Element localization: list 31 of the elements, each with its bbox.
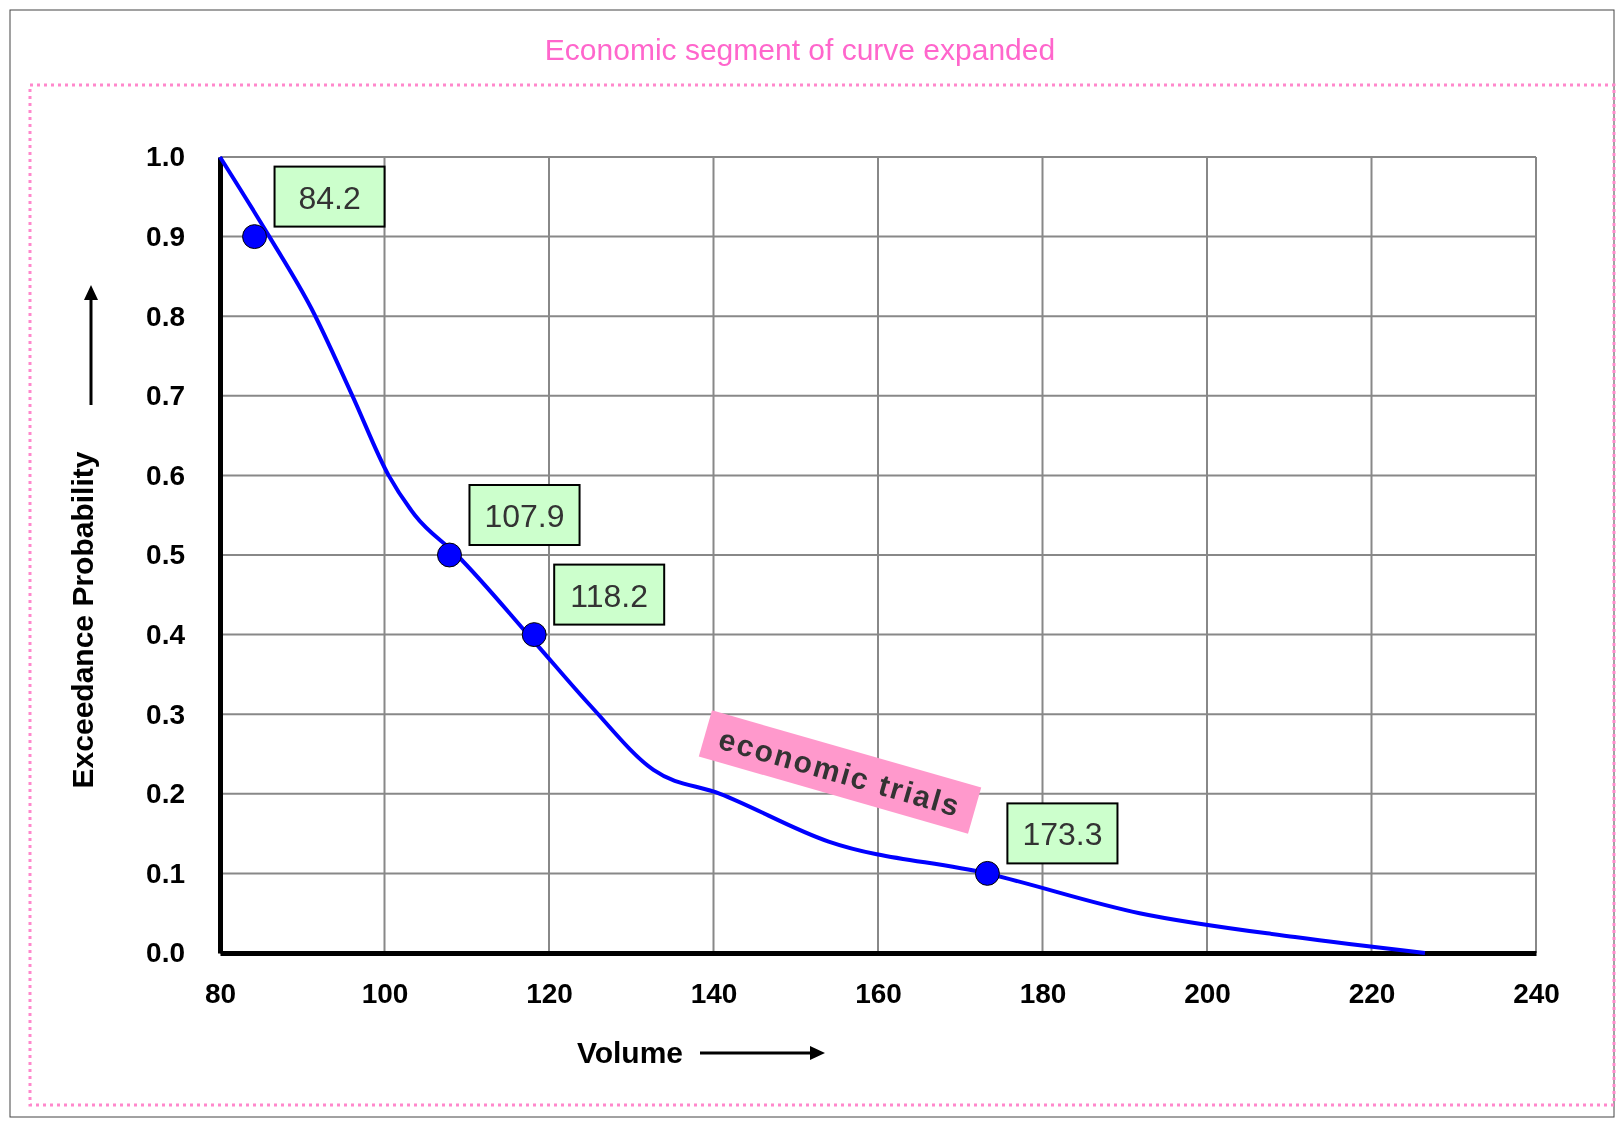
x-tick-label: 100 <box>361 977 409 1009</box>
x-tick-label: 240 <box>1513 977 1560 1009</box>
x-tick-label: 120 <box>526 977 573 1009</box>
y-tick-label: 0.9 <box>146 221 185 253</box>
chart-title: Economic segment of curve expanded <box>544 33 1056 66</box>
point <box>974 860 1000 886</box>
annotation: 107.9 <box>484 498 565 534</box>
x-tick-label: 220 <box>1348 977 1396 1009</box>
y-tick-label: 0.0 <box>146 937 185 969</box>
y-tick-label: 0.4 <box>146 619 186 651</box>
point <box>437 542 462 568</box>
point <box>521 622 547 648</box>
annotation: 118.2 <box>570 577 649 614</box>
x-tick-label: 180 <box>1019 977 1067 1009</box>
x-tick-label: 80 <box>204 977 237 1009</box>
x-axis-title: Volume <box>576 1036 684 1069</box>
y-tick-label: 0.7 <box>146 380 185 412</box>
y-tick-label: 0.8 <box>146 300 185 332</box>
point <box>242 224 268 250</box>
annotation: 84.2 <box>298 179 361 216</box>
x-tick-label: 140 <box>690 977 738 1009</box>
y-tick-label: 0.3 <box>146 698 185 730</box>
y-tick-label: 0.5 <box>146 539 185 571</box>
y-tick-label: 0.2 <box>146 778 185 810</box>
y-axis-title: Exceedance Probability <box>66 451 99 789</box>
x-tick-label: 160 <box>855 977 902 1009</box>
y-tick-label: 0.1 <box>146 857 185 889</box>
x-tick-label: 200 <box>1184 977 1231 1009</box>
annotation: 173.3 <box>1022 816 1103 853</box>
y-tick-label: 1.0 <box>146 141 185 173</box>
y-tick-label: 0.6 <box>146 459 185 491</box>
